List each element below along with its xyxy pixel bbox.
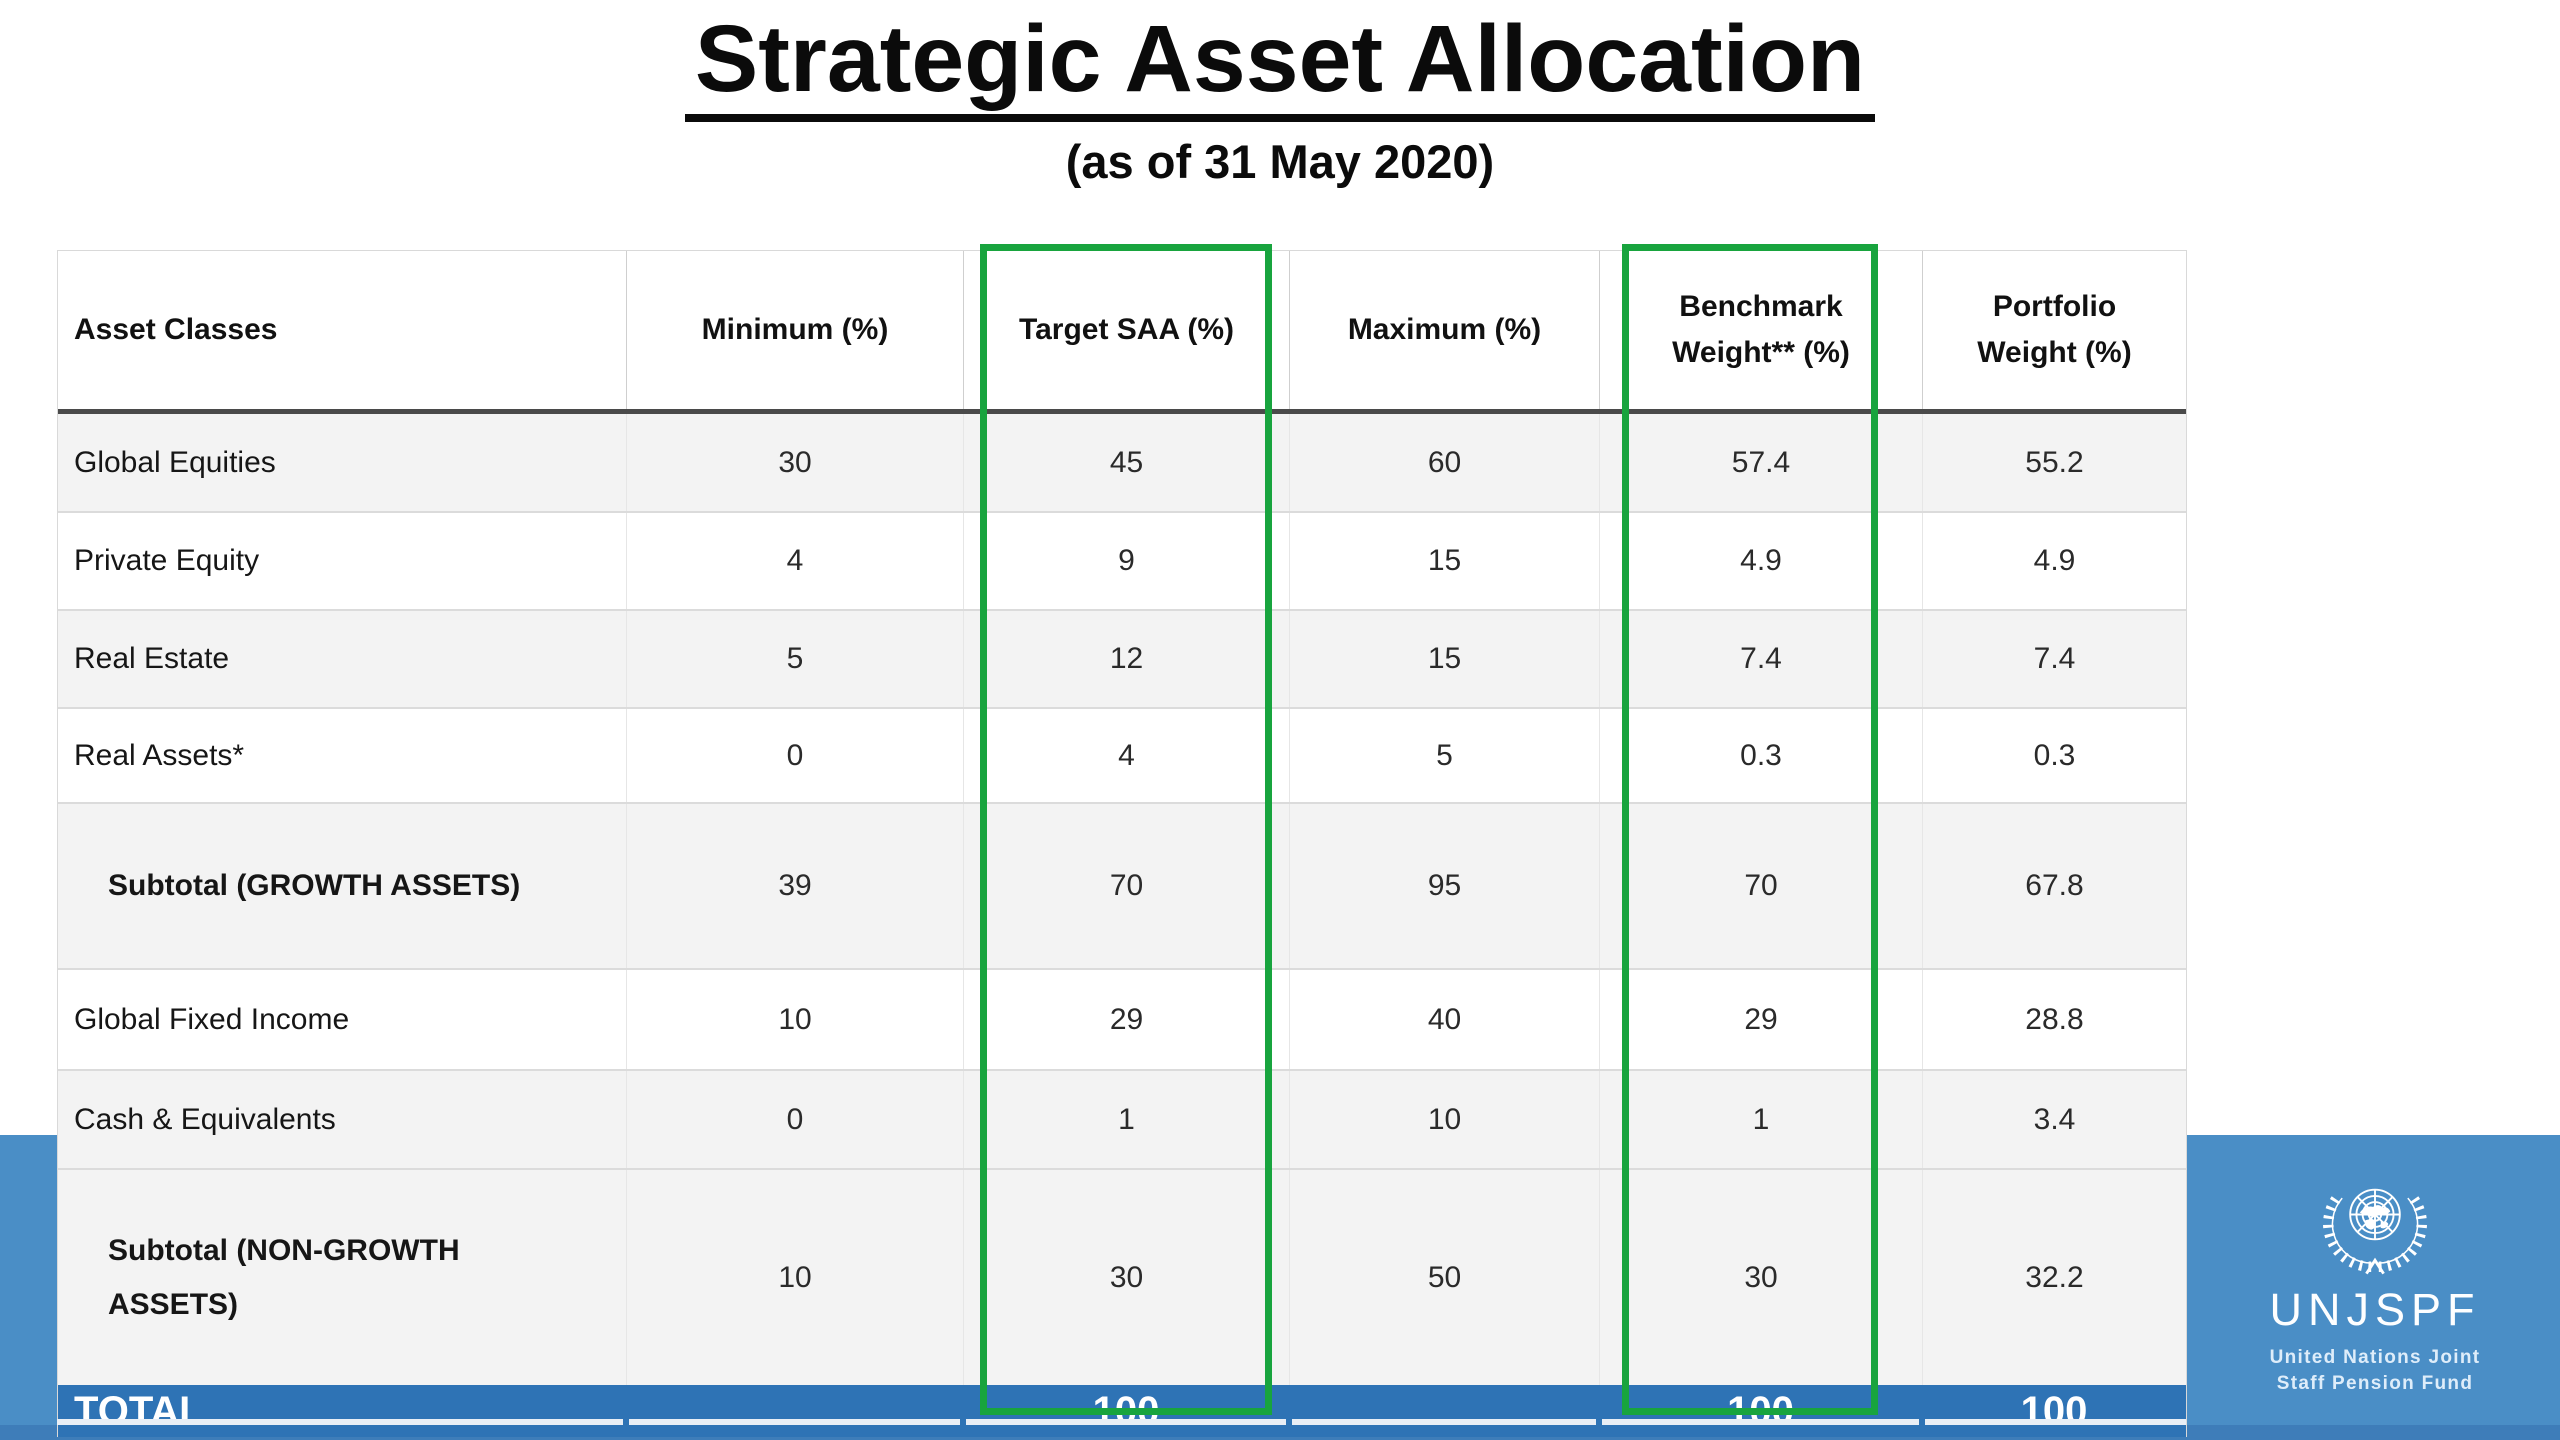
cell-target: 45 bbox=[963, 414, 1289, 511]
cell-target: 4 bbox=[963, 709, 1289, 802]
table-row-total: TOTAL 100 100 100 bbox=[58, 1385, 2186, 1437]
header-portfolio-weight-line2: Weight (%) bbox=[1977, 336, 2132, 369]
row-label: Real Estate bbox=[74, 642, 230, 675]
table-row-global-equities: Global Equities 30 45 60 57.4 55.2 bbox=[58, 414, 2186, 511]
cell-max: 15 bbox=[1289, 611, 1599, 707]
cell-min: 0 bbox=[626, 709, 963, 802]
cell-target: 30 bbox=[963, 1170, 1289, 1385]
header-portfolio-weight-line1: Portfolio bbox=[1992, 289, 2117, 323]
row-label: Cash & Equivalents bbox=[74, 1102, 336, 1136]
cell-max: 60 bbox=[1289, 414, 1599, 511]
row-label-text: Subtotal (NON-GROWTH ASSETS) bbox=[108, 1233, 460, 1321]
cell-benchmark: 70 bbox=[1599, 804, 1922, 968]
header-asset-classes: Asset Classes bbox=[74, 313, 278, 346]
cell-portfolio: 28.8 bbox=[1922, 970, 2186, 1069]
cell-max: 40 bbox=[1289, 970, 1599, 1069]
unjspf-logo: UNJSPF United Nations Joint Staff Pensio… bbox=[2210, 1172, 2540, 1397]
cell-max: 95 bbox=[1289, 804, 1599, 968]
cell-max: 5 bbox=[1289, 709, 1599, 802]
table-row-real-estate: Real Estate 5 12 15 7.4 7.4 bbox=[58, 609, 2186, 707]
cell-portfolio: 67.8 bbox=[1922, 804, 2186, 968]
total-portfolio: 100 bbox=[2020, 1388, 2088, 1433]
row-label: Real Assets* bbox=[74, 738, 245, 772]
cell-benchmark: 29 bbox=[1599, 970, 1922, 1069]
unjspf-tagline-line1: United Nations Joint bbox=[2269, 1347, 2481, 1368]
bottom-divider-line bbox=[57, 1419, 2186, 1425]
row-label: Global Equities bbox=[74, 445, 276, 479]
row-label: Global Fixed Income bbox=[74, 1002, 350, 1036]
cell-target: 29 bbox=[963, 970, 1289, 1069]
table-row-private-equity: Private Equity 4 9 15 4.9 4.9 bbox=[58, 511, 2186, 609]
cell-portfolio: 55.2 bbox=[1922, 414, 2186, 511]
un-emblem-icon bbox=[2323, 1188, 2427, 1275]
cell-target: 9 bbox=[963, 513, 1289, 609]
cell-portfolio: 0.3 bbox=[1922, 709, 2186, 802]
header-maximum: Maximum (%) bbox=[1289, 251, 1599, 409]
cell-target: 70 bbox=[963, 804, 1289, 968]
cell-benchmark: 1 bbox=[1599, 1071, 1922, 1168]
page-title: Strategic Asset Allocation bbox=[684, 6, 1876, 123]
header-benchmark-weight: Benchmark Weight** (%) bbox=[1599, 251, 1922, 409]
total-benchmark: 100 bbox=[1727, 1388, 1794, 1433]
unjspf-wordmark: UNJSPF bbox=[2269, 1284, 2481, 1335]
table-row-subtotal-non-growth: Subtotal (NON-GROWTH ASSETS) 10 30 50 30… bbox=[58, 1168, 2186, 1385]
table-row-cash-equivalents: Cash & Equivalents 0 1 10 1 3.4 bbox=[58, 1069, 2186, 1168]
page-subtitle: (as of 31 May 2020) bbox=[1065, 135, 1495, 189]
cell-benchmark: 0.3 bbox=[1599, 709, 1922, 802]
cell-max: 10 bbox=[1289, 1071, 1599, 1168]
header-benchmark-weight-line2: Weight** (%) bbox=[1672, 336, 1850, 369]
cell-min: 10 bbox=[626, 1170, 963, 1385]
table-row-subtotal-growth: Subtotal (GROWTH ASSETS) 39 70 95 70 67.… bbox=[58, 802, 2186, 968]
cell-benchmark: 57.4 bbox=[1599, 414, 1922, 511]
row-label: Private Equity bbox=[74, 544, 260, 577]
cell-portfolio: 32.2 bbox=[1922, 1170, 2186, 1385]
total-min bbox=[626, 1385, 963, 1437]
cell-benchmark: 30 bbox=[1599, 1170, 1922, 1385]
row-label: Subtotal (NON-GROWTH ASSETS) bbox=[58, 1170, 626, 1385]
table-header-row: Asset Classes Minimum (%) Target SAA (%)… bbox=[58, 251, 2186, 414]
header-target-saa: Target SAA (%) bbox=[963, 251, 1289, 409]
row-label: Subtotal (GROWTH ASSETS) bbox=[108, 869, 521, 902]
cell-min: 39 bbox=[626, 804, 963, 968]
cell-benchmark: 7.4 bbox=[1599, 611, 1922, 707]
total-max bbox=[1289, 1385, 1599, 1437]
slide-header: Strategic Asset Allocation (as of 31 May… bbox=[0, 6, 2560, 189]
cell-portfolio: 7.4 bbox=[1922, 611, 2186, 707]
cell-portfolio: 4.9 bbox=[1922, 513, 2186, 609]
total-label: TOTAL bbox=[74, 1388, 204, 1433]
unjspf-tagline-line2: Staff Pension Fund bbox=[2276, 1373, 2474, 1394]
cell-min: 4 bbox=[626, 513, 963, 609]
header-minimum: Minimum (%) bbox=[626, 251, 963, 409]
cell-min: 5 bbox=[626, 611, 963, 707]
cell-max: 50 bbox=[1289, 1170, 1599, 1385]
cell-min: 0 bbox=[626, 1071, 963, 1168]
header-portfolio-weight: Portfolio Weight (%) bbox=[1922, 251, 2186, 409]
total-target: 100 bbox=[1092, 1388, 1160, 1433]
table-row-real-assets: Real Assets* 0 4 5 0.3 0.3 bbox=[58, 707, 2186, 802]
cell-target: 12 bbox=[963, 611, 1289, 707]
cell-min: 10 bbox=[626, 970, 963, 1069]
cell-max: 15 bbox=[1289, 513, 1599, 609]
cell-portfolio: 3.4 bbox=[1922, 1071, 2186, 1168]
table-row-global-fixed-income: Global Fixed Income 10 29 40 29 28.8 bbox=[58, 968, 2186, 1069]
cell-min: 30 bbox=[626, 414, 963, 511]
cell-benchmark: 4.9 bbox=[1599, 513, 1922, 609]
header-benchmark-weight-line1: Benchmark bbox=[1679, 289, 1843, 323]
unjspf-tagline: United Nations Joint Staff Pension Fund bbox=[2210, 1345, 2540, 1397]
cell-target: 1 bbox=[963, 1071, 1289, 1168]
allocation-table: Asset Classes Minimum (%) Target SAA (%)… bbox=[57, 250, 2187, 1437]
